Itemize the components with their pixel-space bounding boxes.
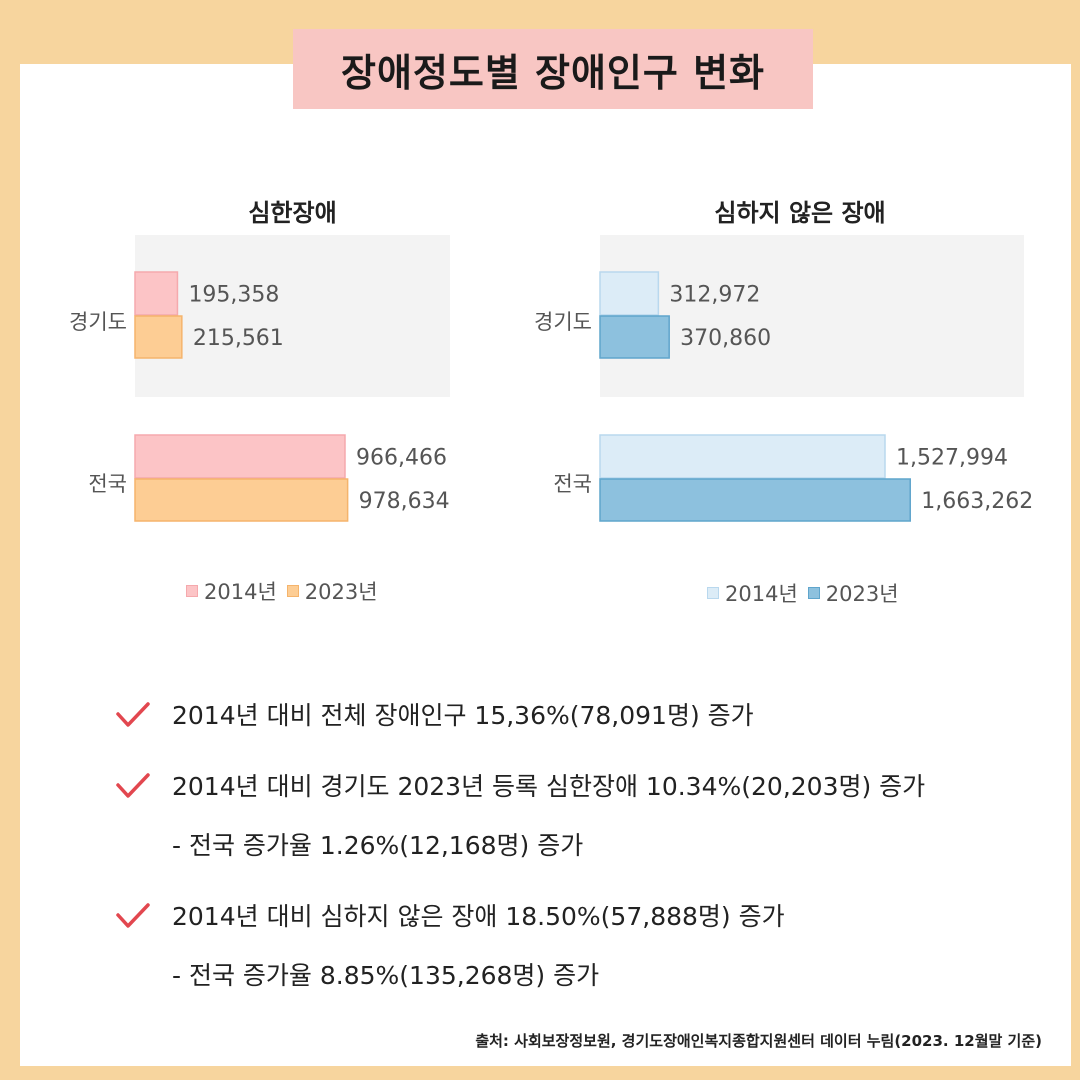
checkmark-icon <box>116 903 150 928</box>
data-label: 966,466 <box>356 446 447 471</box>
legend-swatch <box>807 587 820 599</box>
legend-mild: 2014년 2023년 <box>707 578 899 608</box>
chart-mild: 경기도 312,972 370,860 전국 1,527,994 1,663,262 <box>534 235 1033 522</box>
data-label: 215,561 <box>193 326 284 351</box>
checkmark-icon <box>116 702 150 727</box>
legend-label: 2023년 <box>825 582 899 606</box>
source-note: 출처: 사회보장정보원, 경기도장애인복지종합지원센터 데이터 누림(2023.… <box>475 1032 1042 1050</box>
category-label: 전국 <box>88 472 127 496</box>
legend-swatch <box>286 585 299 597</box>
legend-item: 2023년 <box>286 576 378 606</box>
bar-2014년-경기도 <box>134 271 179 316</box>
legend-label: 2023년 <box>304 580 378 604</box>
legend-severe: 2014년 2023년 <box>186 576 378 606</box>
legend-swatch <box>707 587 719 599</box>
legend-label: 2014년 <box>725 582 798 606</box>
summary-item: 2014년 대비 경기도 2023년 등록 심한장애 10.34%(20,203… <box>172 772 926 801</box>
bar-2023년-전국 <box>134 478 349 522</box>
summary-item: 2014년 대비 심하지 않은 장애 18.50%(57,888명) 증가 <box>172 902 785 931</box>
checkmark-icon <box>116 773 150 798</box>
summary-subitem: - 전국 증가율 1.26%(12,168명) 증가 <box>172 831 584 860</box>
data-label: 195,358 <box>188 283 279 308</box>
bar-2014년-전국 <box>134 434 346 479</box>
chart-severe: 경기도 195,358 215,561 전국 966,466 978,634 <box>69 235 450 522</box>
chart-title-mild: 심하지 않은 장애 <box>714 199 886 227</box>
category-label: 전국 <box>553 472 592 496</box>
category-label: 경기도 <box>534 310 592 334</box>
data-label: 1,527,994 <box>896 446 1008 471</box>
summary-subitem: - 전국 증가율 8.85%(135,268명) 증가 <box>172 961 600 990</box>
data-label: 370,860 <box>680 326 771 351</box>
data-label: 312,972 <box>669 283 760 308</box>
legend-label: 2014년 <box>204 580 277 604</box>
legend-item: 2023년 <box>807 578 899 608</box>
chart-band-severe <box>135 235 450 397</box>
page-title: 장애정도별 장애인구 변화 <box>293 29 813 109</box>
bar-2023년-경기도 <box>599 315 670 359</box>
legend-swatch <box>186 585 198 597</box>
data-label: 978,634 <box>359 489 450 514</box>
bar-2023년-경기도 <box>134 315 183 359</box>
bar-2014년-경기도 <box>599 271 660 316</box>
bar-2014년-전국 <box>599 434 886 479</box>
bar-2023년-전국 <box>599 478 911 522</box>
chart-title-severe: 심한장애 <box>248 199 337 227</box>
summary-item: 2014년 대비 전체 장애인구 15,36%(78,091명) 증가 <box>172 701 754 730</box>
legend-item: 2014년 <box>186 576 277 606</box>
data-label: 1,663,262 <box>921 489 1033 514</box>
category-label: 경기도 <box>69 310 127 334</box>
chart-band-mild <box>600 235 1024 397</box>
legend-item: 2014년 <box>707 578 798 608</box>
content-card <box>20 64 1071 1066</box>
